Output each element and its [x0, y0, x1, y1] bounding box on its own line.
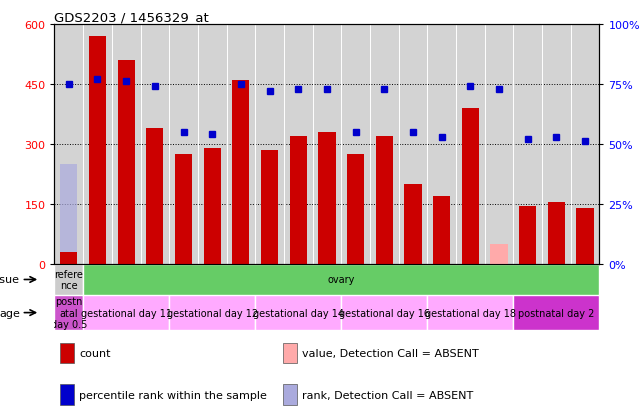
Text: gestational day 11: gestational day 11 — [81, 308, 172, 318]
Text: ovary: ovary — [328, 275, 355, 285]
Bar — [261, 150, 278, 264]
Text: gestational day 14: gestational day 14 — [253, 308, 344, 318]
Bar — [175, 154, 192, 264]
Text: age: age — [0, 308, 20, 318]
Text: gestational day 16: gestational day 16 — [338, 308, 429, 318]
Bar — [547, 202, 565, 264]
Bar — [255, 295, 341, 330]
Bar — [513, 295, 599, 330]
Bar — [232, 81, 249, 264]
Bar — [83, 295, 169, 330]
Bar — [341, 295, 428, 330]
Text: postn
atal
day 0.5: postn atal day 0.5 — [51, 296, 87, 330]
Bar — [290, 137, 307, 264]
Bar — [404, 185, 422, 264]
Bar — [60, 384, 74, 405]
Text: refere
nce: refere nce — [54, 269, 83, 291]
Bar — [462, 109, 479, 264]
Text: rank, Detection Call = ABSENT: rank, Detection Call = ABSENT — [303, 390, 474, 400]
Bar — [428, 295, 513, 330]
Bar — [60, 252, 78, 264]
Bar — [519, 206, 537, 264]
Bar — [319, 133, 335, 264]
Text: postnatal day 2: postnatal day 2 — [518, 308, 594, 318]
Bar — [283, 343, 297, 363]
Text: value, Detection Call = ABSENT: value, Detection Call = ABSENT — [303, 349, 479, 358]
Text: percentile rank within the sample: percentile rank within the sample — [79, 390, 267, 400]
Bar — [146, 128, 163, 264]
Bar — [576, 209, 594, 264]
Bar — [54, 295, 83, 330]
Text: GDS2203 / 1456329_at: GDS2203 / 1456329_at — [54, 11, 209, 24]
Bar — [347, 154, 364, 264]
Bar — [54, 264, 83, 295]
Text: tissue: tissue — [0, 275, 20, 285]
Bar — [60, 164, 78, 264]
Bar — [283, 384, 297, 405]
Text: gestational day 12: gestational day 12 — [167, 308, 258, 318]
Bar — [376, 137, 393, 264]
Bar — [169, 295, 255, 330]
Bar — [204, 149, 221, 264]
Bar — [89, 37, 106, 264]
Bar — [433, 197, 450, 264]
Bar — [60, 343, 74, 363]
Text: gestational day 18: gestational day 18 — [425, 308, 516, 318]
Bar — [117, 61, 135, 264]
Text: count: count — [79, 349, 110, 358]
Bar — [490, 244, 508, 264]
